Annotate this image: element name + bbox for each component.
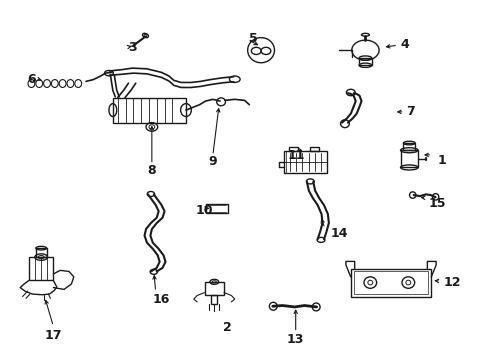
Bar — [36, 248, 46, 257]
Bar — [403, 143, 414, 150]
Text: 12: 12 — [443, 276, 460, 289]
Bar — [211, 296, 217, 305]
Text: 2: 2 — [223, 320, 231, 334]
Bar — [350, 269, 430, 297]
Bar — [206, 204, 227, 213]
Bar — [29, 257, 53, 280]
Text: 6: 6 — [27, 73, 36, 86]
Text: 17: 17 — [44, 329, 62, 342]
Text: 1: 1 — [436, 154, 445, 167]
Text: 10: 10 — [195, 204, 213, 217]
Bar — [289, 147, 298, 151]
Text: 13: 13 — [286, 333, 304, 346]
Text: 15: 15 — [428, 197, 446, 210]
Bar — [400, 150, 417, 167]
Bar — [283, 151, 327, 173]
Text: 14: 14 — [330, 227, 347, 240]
Text: 8: 8 — [147, 164, 156, 177]
Text: 16: 16 — [153, 293, 170, 306]
Bar — [204, 282, 224, 296]
Bar — [310, 147, 319, 151]
Text: 3: 3 — [128, 41, 137, 54]
Bar — [353, 271, 427, 294]
Text: 5: 5 — [249, 32, 258, 45]
Text: 11: 11 — [287, 149, 305, 162]
Bar — [113, 98, 185, 123]
Text: 9: 9 — [208, 155, 217, 168]
Bar — [358, 58, 371, 65]
Text: 4: 4 — [400, 38, 408, 51]
Text: 7: 7 — [406, 105, 414, 118]
